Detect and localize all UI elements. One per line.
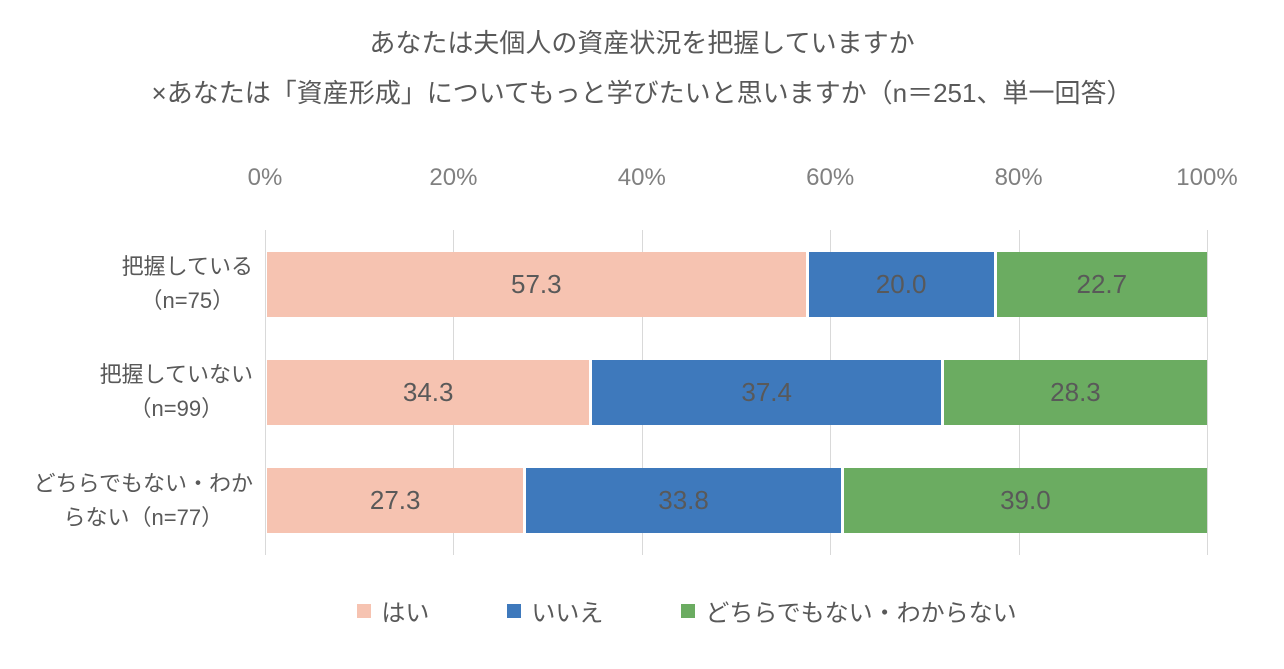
category-label-row1: 把握している （n=75） bbox=[0, 230, 265, 338]
legend-swatch-hai-icon bbox=[357, 603, 372, 618]
bar-row3-segment-iie: 33.8 bbox=[523, 468, 841, 534]
x-axis: 0% 20% 40% 60% 80% 100% bbox=[248, 164, 1238, 198]
legend-label-hai: はい bbox=[381, 600, 430, 627]
data-label: 34.3 bbox=[402, 376, 454, 407]
data-label: 57.3 bbox=[511, 268, 562, 299]
bar-row1-segment-hai: 57.3 bbox=[267, 251, 806, 317]
legend-swatch-dochira-icon bbox=[681, 603, 696, 618]
bar-row-3: 27.3 33.8 39.0 bbox=[265, 447, 1207, 555]
legend-swatch-iie-icon bbox=[507, 603, 522, 618]
category-label-row3: どちらでもない・わか らない（n=77） bbox=[0, 447, 265, 555]
category-label-row3-line1: どちらでもない・わか bbox=[33, 470, 253, 496]
bar-row2-segment-hai: 34.3 bbox=[267, 359, 590, 425]
category-label-row1-line2: （n=75） bbox=[140, 288, 235, 314]
legend-label-dochira: どちらでもない・わからない bbox=[705, 600, 1017, 627]
data-label: 22.7 bbox=[1076, 268, 1128, 299]
chart-title: あなたは夫個人の資産状況を把握していますか ×あなたは「資産形成」についてもっと… bbox=[0, 0, 1284, 118]
category-label-row1-line1: 把握している bbox=[121, 254, 253, 280]
x-axis-tick-0: 0% bbox=[247, 164, 283, 191]
category-label-row3-line2: らない（n=77） bbox=[63, 504, 224, 530]
bar-row3-segment-dochira: 39.0 bbox=[840, 468, 1207, 534]
data-label: 33.8 bbox=[658, 485, 709, 516]
data-label: 39.0 bbox=[1000, 485, 1051, 516]
legend: はい いいえ どちらでもない・わからない bbox=[90, 593, 1284, 628]
bar-row1-segment-iie: 20.0 bbox=[805, 251, 994, 317]
data-label: 28.3 bbox=[1050, 376, 1101, 407]
legend-label-iie: いいえ bbox=[531, 600, 604, 627]
chart-title-line1: あなたは夫個人の資産状況を把握していますか bbox=[369, 28, 915, 58]
x-axis-tick-80: 80% bbox=[994, 164, 1043, 191]
data-label: 37.4 bbox=[741, 376, 792, 407]
category-label-row2-line2: （n=99） bbox=[129, 396, 224, 422]
gridline-0 bbox=[265, 230, 266, 555]
x-axis-tick-20: 20% bbox=[429, 164, 478, 191]
bar-row-1: 57.3 20.0 22.7 bbox=[265, 230, 1207, 338]
category-labels: 把握している （n=75） 把握していない （n=99） どちらでもない・わか … bbox=[0, 230, 265, 555]
legend-item-iie: いいえ bbox=[507, 593, 603, 628]
bar-row3-segment-hai: 27.3 bbox=[267, 468, 524, 534]
plot-area: 57.3 20.0 22.7 34.3 bbox=[265, 230, 1208, 555]
data-label: 27.3 bbox=[369, 485, 421, 516]
x-axis-tick-40: 40% bbox=[617, 164, 666, 191]
legend-item-dochira: どちらでもない・わからない bbox=[681, 593, 1017, 628]
bar-row2-segment-dochira: 28.3 bbox=[940, 359, 1207, 425]
bar-row1-segment-dochira: 22.7 bbox=[993, 251, 1207, 317]
x-axis-tick-100: 100% bbox=[1176, 164, 1238, 191]
x-axis-tick-60: 60% bbox=[806, 164, 855, 191]
category-label-row2-line1: 把握していない bbox=[99, 362, 253, 388]
chart-body: 把握している （n=75） 把握していない （n=99） どちらでもない・わか … bbox=[0, 230, 1284, 555]
chart-title-line2: ×あなたは「資産形成」についてもっと学びたいと思いますか（n＝251、単一回答） bbox=[151, 78, 1133, 108]
bar-row-2: 34.3 37.4 28.3 bbox=[265, 338, 1207, 446]
legend-item-hai: はい bbox=[357, 593, 429, 628]
category-label-row2: 把握していない （n=99） bbox=[0, 338, 265, 446]
gridline-100 bbox=[1207, 230, 1208, 555]
bar-row2-segment-iie: 37.4 bbox=[589, 359, 941, 425]
data-label: 20.0 bbox=[875, 268, 927, 299]
